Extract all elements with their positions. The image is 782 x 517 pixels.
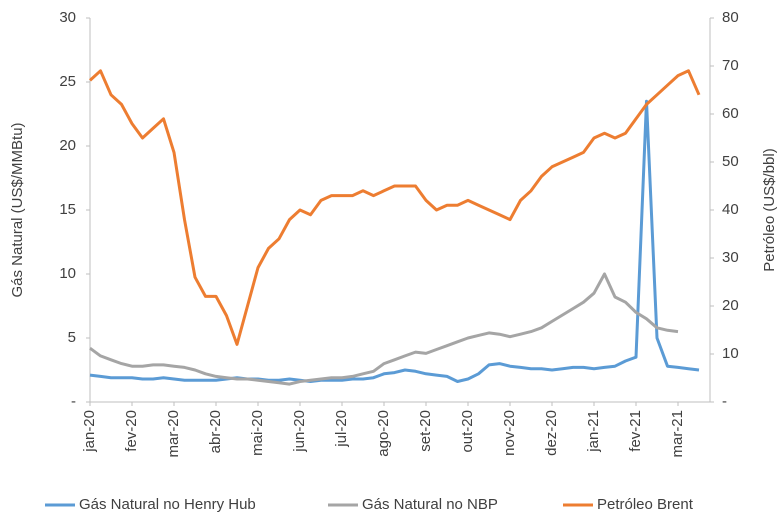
y2-tick-label: 60	[722, 105, 739, 122]
x-tick-label: mai-20	[249, 410, 266, 456]
x-tick-label: fev-21	[627, 410, 644, 452]
x-tick-label: ago-20	[375, 410, 392, 457]
x-tick-label: mar-21	[669, 410, 686, 458]
y-tick-label: 30	[59, 9, 76, 26]
x-tick-label: jun-20	[291, 410, 308, 453]
y2-tick-label: 30	[722, 249, 739, 266]
legend-label: Petróleo Brent	[597, 496, 694, 513]
x-tick-label: jan-20	[81, 410, 98, 453]
y-tick-label: 25	[59, 73, 76, 90]
y2-tick-label: 10	[722, 345, 739, 362]
series-line	[89, 99, 700, 383]
y2-axis-title: Petróleo (US$/bbl)	[761, 148, 778, 271]
y2-tick-label: -	[722, 393, 727, 410]
legend-label: Gás Natural no NBP	[362, 496, 498, 513]
y-tick-label: 5	[68, 329, 76, 346]
y-tick-label: 20	[59, 137, 76, 154]
y2-tick-label: 70	[722, 57, 739, 74]
y-tick-label: -	[71, 393, 76, 410]
series-line	[88, 69, 701, 346]
legend-label: Gás Natural no Henry Hub	[79, 496, 256, 513]
y-tick-label: 10	[59, 265, 76, 282]
x-tick-label: dez-20	[543, 410, 560, 456]
y2-tick-label: 50	[722, 153, 739, 170]
x-tick-label: out-20	[459, 410, 476, 453]
x-tick-label: jul-20	[333, 410, 350, 448]
y2-tick-label: 80	[722, 9, 739, 26]
y-tick-label: 15	[59, 201, 76, 218]
y2-tick-label: 40	[722, 201, 739, 218]
x-tick-label: nov-20	[501, 410, 518, 456]
x-tick-label: jan-21	[585, 410, 602, 453]
x-tick-label: abr-20	[207, 410, 224, 453]
series-line	[89, 272, 679, 386]
x-tick-label: fev-20	[123, 410, 140, 452]
x-tick-label: set-20	[417, 410, 434, 452]
y2-tick-label: 20	[722, 297, 739, 314]
y-axis-title: Gás Natural (US$/MMBtu)	[9, 122, 26, 297]
x-tick-label: mar-20	[165, 410, 182, 458]
